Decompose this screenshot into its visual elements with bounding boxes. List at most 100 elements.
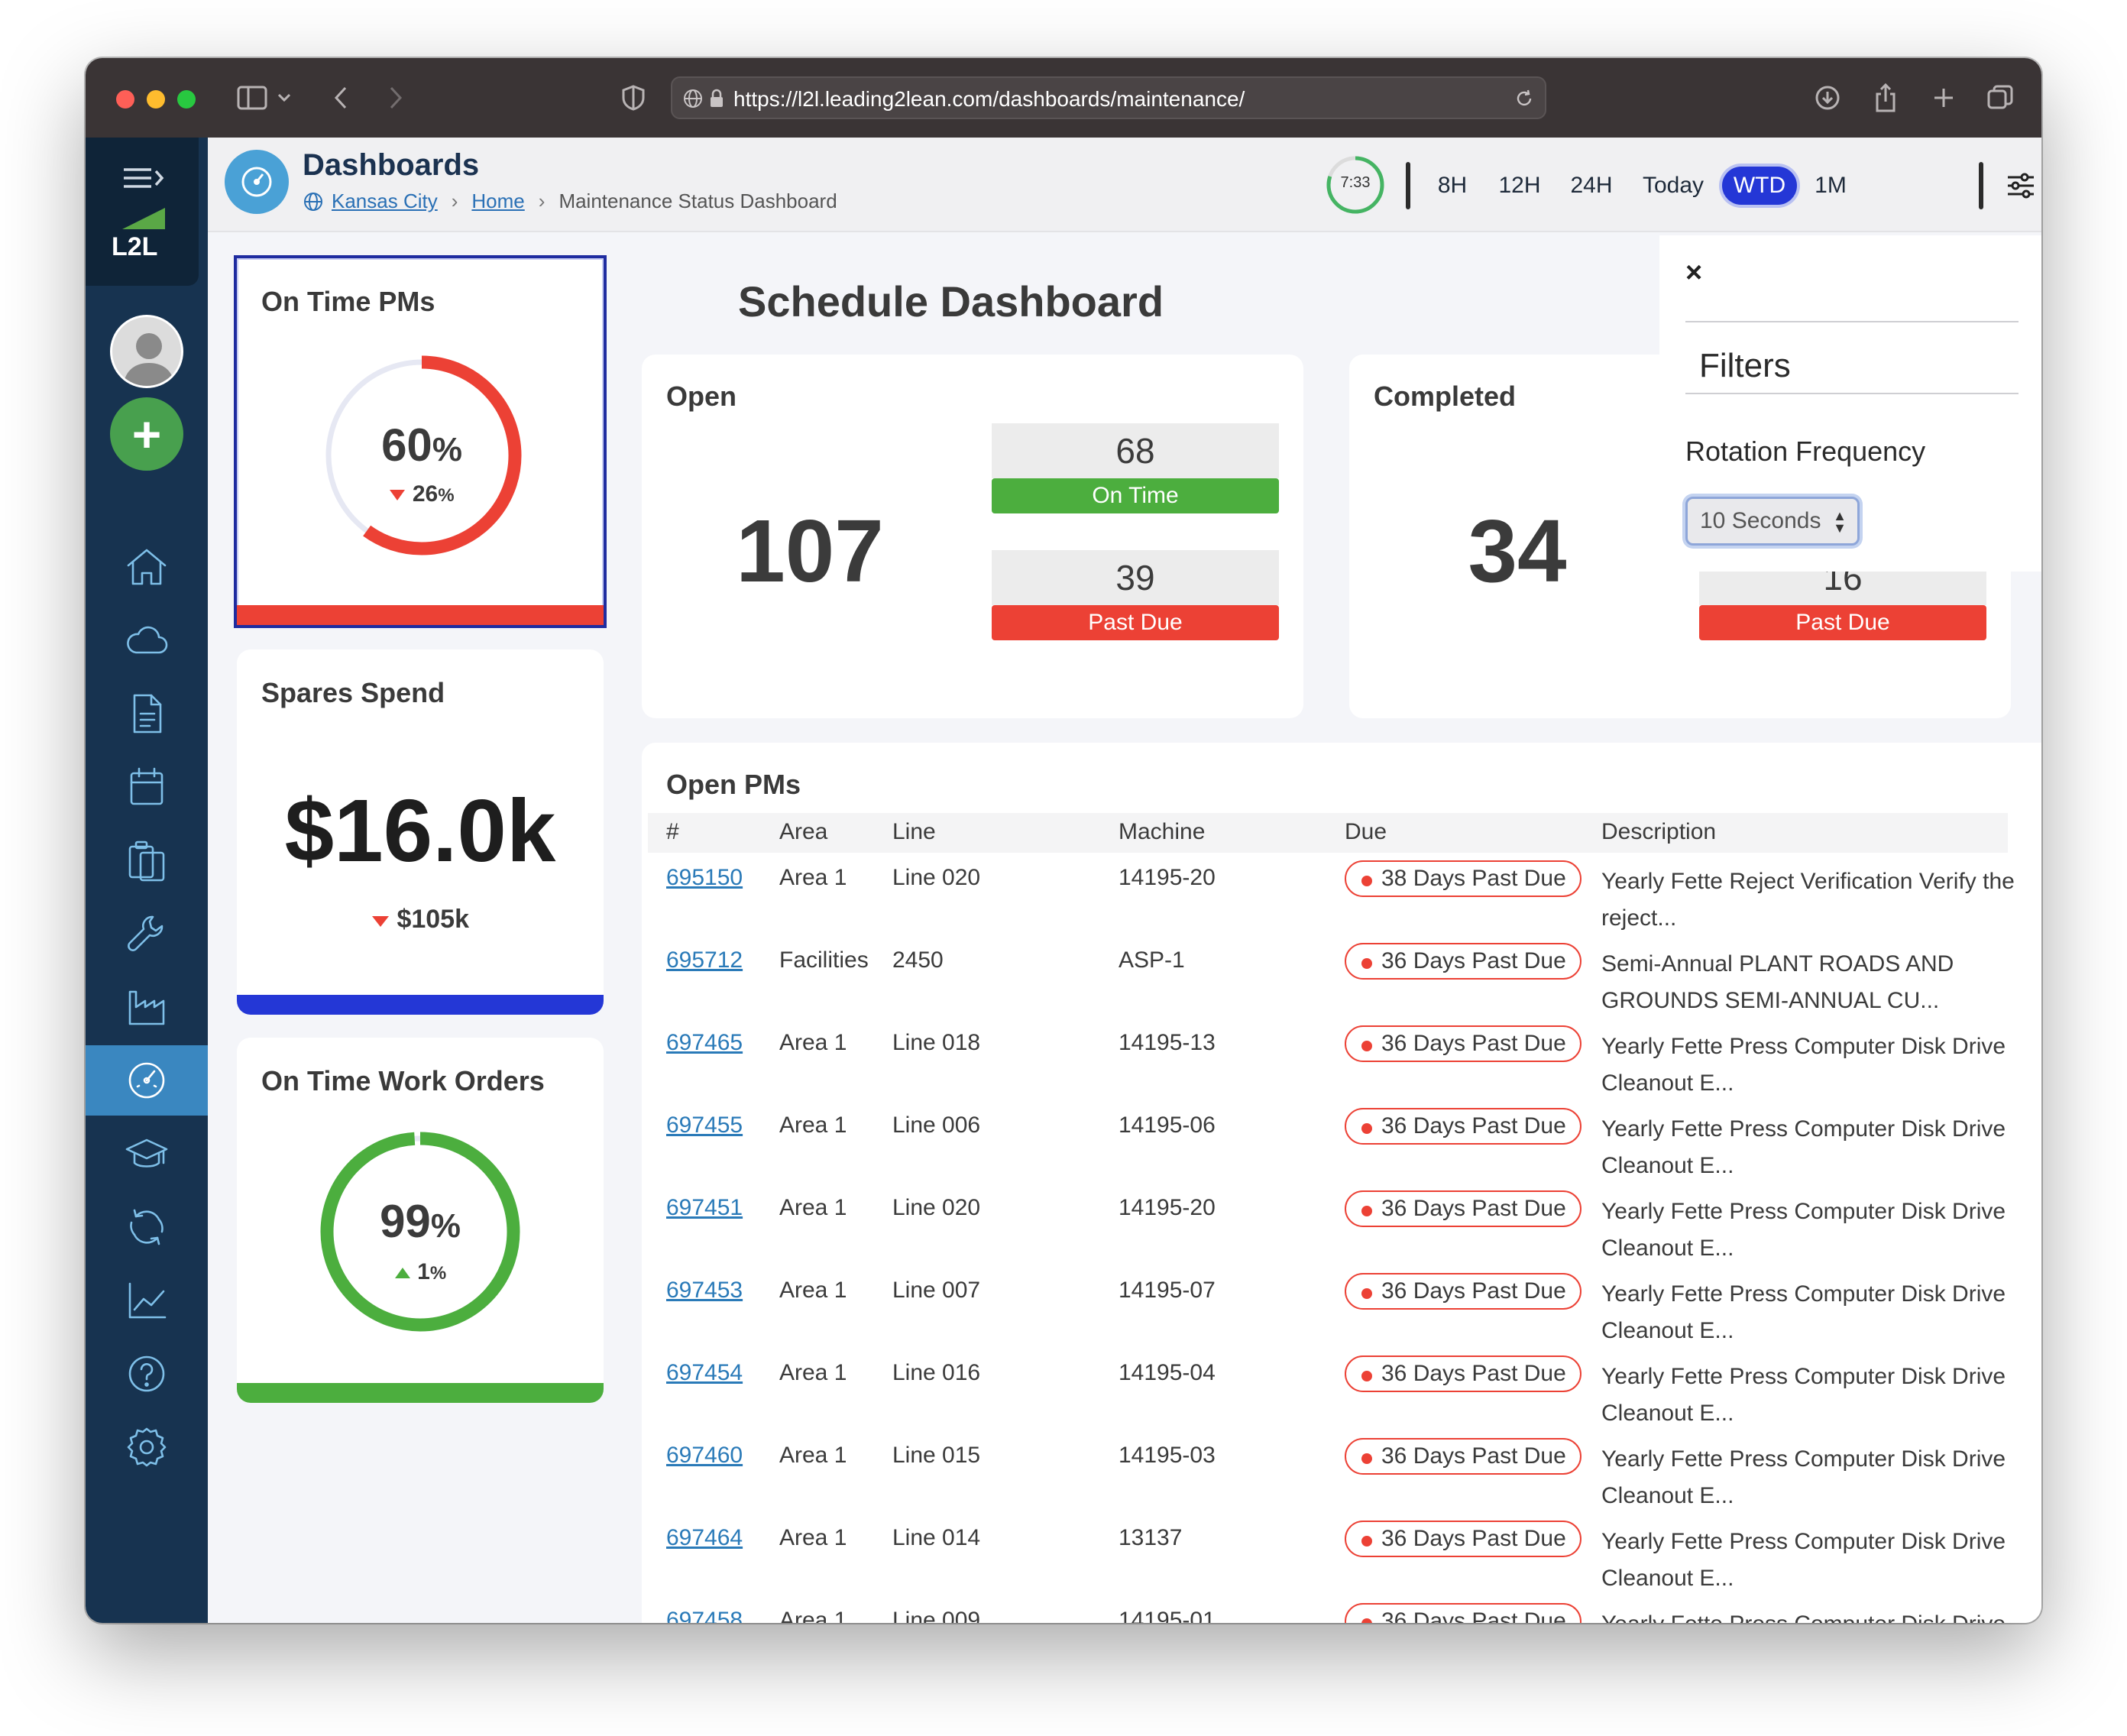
- table-row[interactable]: 695150 Area 1 Line 020 14195-20 38 Days Past…: [642, 857, 2017, 931]
- range-wtd-button[interactable]: WTD: [1722, 167, 1797, 205]
- pm-area: Area 1: [779, 1608, 847, 1623]
- close-filters-button[interactable]: ×: [1685, 257, 1703, 289]
- sidebar-item-documents[interactable]: [86, 679, 208, 749]
- pm-id-link[interactable]: 697458: [666, 1608, 743, 1623]
- column-header[interactable]: Due: [1345, 819, 1387, 844]
- column-header[interactable]: Line: [892, 819, 936, 844]
- breadcrumb-site-link[interactable]: Kansas City: [332, 189, 438, 212]
- due-status-badge: 36 Days Past Due: [1345, 1603, 1581, 1623]
- table-row[interactable]: 697453 Area 1 Line 007 14195-07 36 Days Past…: [642, 1270, 2017, 1343]
- breadcrumb-separator: ›: [451, 189, 458, 212]
- range-1m-button[interactable]: 1M: [1815, 173, 1847, 198]
- column-header[interactable]: Description: [1601, 819, 1717, 844]
- pm-id-link[interactable]: 695150: [666, 865, 743, 890]
- table-row[interactable]: 697460 Area 1 Line 015 14195-03 36 Days Past…: [642, 1435, 2017, 1508]
- wrench-icon: [128, 915, 163, 951]
- sidebar-item-clipboard[interactable]: [86, 825, 208, 896]
- sidebar-item-cloud[interactable]: [86, 605, 208, 675]
- pm-area: Area 1: [779, 1195, 847, 1220]
- tab-overview-icon[interactable]: [1985, 81, 2015, 115]
- zoom-window-button[interactable]: [177, 90, 196, 108]
- table-row[interactable]: 697451 Area 1 Line 020 14195-20 36 Days Past…: [642, 1187, 2017, 1261]
- address-bar[interactable]: https://l2l.leading2lean.com/dashboards/…: [671, 76, 1546, 119]
- range-12h-button[interactable]: 12H: [1498, 173, 1541, 198]
- close-window-button[interactable]: [116, 90, 134, 108]
- table-row[interactable]: 697458 Area 1 Line 009 14195-01 36 Days Past…: [642, 1600, 2017, 1623]
- add-button[interactable]: +: [110, 397, 183, 471]
- spares-spend-card[interactable]: Spares Spend $16.0k $105k: [237, 649, 604, 1015]
- timer-text: 7:33: [1340, 174, 1371, 191]
- sidebar-item-sync[interactable]: [86, 1192, 208, 1262]
- filters-divider: [1685, 321, 2019, 322]
- filters-icon[interactable]: [2000, 165, 2041, 206]
- sidebar-item-factory[interactable]: [86, 972, 208, 1042]
- table-row[interactable]: 697454 Area 1 Line 016 14195-04 36 Days Past…: [642, 1352, 2017, 1426]
- factory-icon: [128, 990, 165, 1025]
- sidebar-item-training[interactable]: [86, 1119, 208, 1189]
- reload-icon[interactable]: [1514, 89, 1534, 108]
- breadcrumb-home-link[interactable]: Home: [471, 189, 525, 212]
- range-8h-button[interactable]: 8H: [1437, 173, 1468, 198]
- lock-icon: [711, 89, 723, 107]
- logo-block[interactable]: L2L: [86, 138, 199, 286]
- pm-area: Area 1: [779, 1443, 847, 1468]
- home-icon: [127, 549, 167, 585]
- menu-collapse-icon[interactable]: [122, 167, 165, 189]
- pm-id-link[interactable]: 695712: [666, 947, 743, 973]
- open-on-time-stat[interactable]: 68 On Time: [992, 423, 1279, 513]
- table-row[interactable]: 695712 Facilities 2450 ASP-1 36 Days Past Du…: [642, 940, 2017, 1013]
- range-today-button[interactable]: Today: [1642, 173, 1705, 198]
- schedule-dashboard-title: Schedule Dashboard: [738, 277, 1164, 326]
- sidebar-item-calendar[interactable]: [86, 752, 208, 822]
- sidebar-item-settings[interactable]: [86, 1412, 208, 1482]
- column-header[interactable]: Area: [779, 819, 828, 844]
- sidebar-item-maintenance[interactable]: [86, 899, 208, 969]
- pm-line: Line 009: [892, 1608, 981, 1623]
- pm-id-link[interactable]: 697465: [666, 1030, 743, 1055]
- pm-description: Yearly Fette Press Computer Disk Drive C…: [1601, 1529, 2006, 1591]
- open-summary-card[interactable]: Open 107 68 On Time 39 Past Due: [642, 355, 1303, 718]
- back-icon[interactable]: [329, 81, 353, 115]
- chevron-down-icon[interactable]: [275, 81, 293, 115]
- select-stepper-icon: ▲ ▼: [1833, 508, 1847, 536]
- pm-id-link[interactable]: 697464: [666, 1525, 743, 1550]
- shield-icon[interactable]: [620, 81, 646, 115]
- up-arrow-icon: [394, 1268, 410, 1278]
- range-24h-button[interactable]: 24H: [1570, 173, 1613, 198]
- column-header[interactable]: Machine: [1119, 819, 1206, 844]
- pm-area: Area 1: [779, 1525, 847, 1550]
- avatar[interactable]: [110, 315, 183, 388]
- sidebar-item-home[interactable]: [86, 532, 208, 602]
- pm-id-link[interactable]: 697451: [666, 1195, 743, 1220]
- column-header[interactable]: #: [666, 819, 679, 844]
- table-row[interactable]: 697464 Area 1 Line 014 13137 36 Days Past Du…: [642, 1517, 2017, 1591]
- pm-area: Area 1: [779, 1278, 847, 1303]
- pm-id-link[interactable]: 697453: [666, 1278, 743, 1303]
- pm-machine: 14195-03: [1119, 1443, 1216, 1468]
- browser-titlebar: https://l2l.leading2lean.com/dashboards/…: [86, 58, 2041, 138]
- new-tab-icon[interactable]: [1928, 81, 1959, 115]
- sidebar-item-dashboards[interactable]: [86, 1045, 208, 1116]
- forward-icon[interactable]: [384, 81, 408, 115]
- pm-line: Line 016: [892, 1360, 981, 1385]
- sidebar-item-help[interactable]: [86, 1339, 208, 1409]
- rotation-frequency-select[interactable]: 10 Seconds ▲ ▼: [1685, 497, 1860, 546]
- download-icon[interactable]: [1812, 81, 1843, 115]
- table-row[interactable]: 697455 Area 1 Line 006 14195-06 36 Days Past…: [642, 1105, 2017, 1178]
- open-pms-title: Open PMs: [666, 769, 801, 800]
- on-time-work-orders-card[interactable]: On Time Work Orders 99% 1%: [237, 1038, 604, 1403]
- refresh-timer[interactable]: 7:33: [1325, 154, 1386, 215]
- pm-line: Line 018: [892, 1030, 981, 1055]
- on-time-pms-card[interactable]: On Time PMs 60% 26%: [234, 255, 607, 628]
- pm-machine: 14195-06: [1119, 1113, 1216, 1138]
- pm-id-link[interactable]: 697455: [666, 1113, 743, 1138]
- breadcrumb-separator: ›: [538, 189, 546, 212]
- minimize-window-button[interactable]: [147, 90, 165, 108]
- pm-id-link[interactable]: 697454: [666, 1360, 743, 1385]
- table-row[interactable]: 697465 Area 1 Line 018 14195-13 36 Days Past…: [642, 1022, 2017, 1096]
- share-icon[interactable]: [1870, 81, 1901, 115]
- sidebar-toggle-icon[interactable]: [235, 81, 269, 115]
- open-past-due-stat[interactable]: 39 Past Due: [992, 550, 1279, 640]
- pm-id-link[interactable]: 697460: [666, 1443, 743, 1468]
- sidebar-item-analytics[interactable]: [86, 1265, 208, 1336]
